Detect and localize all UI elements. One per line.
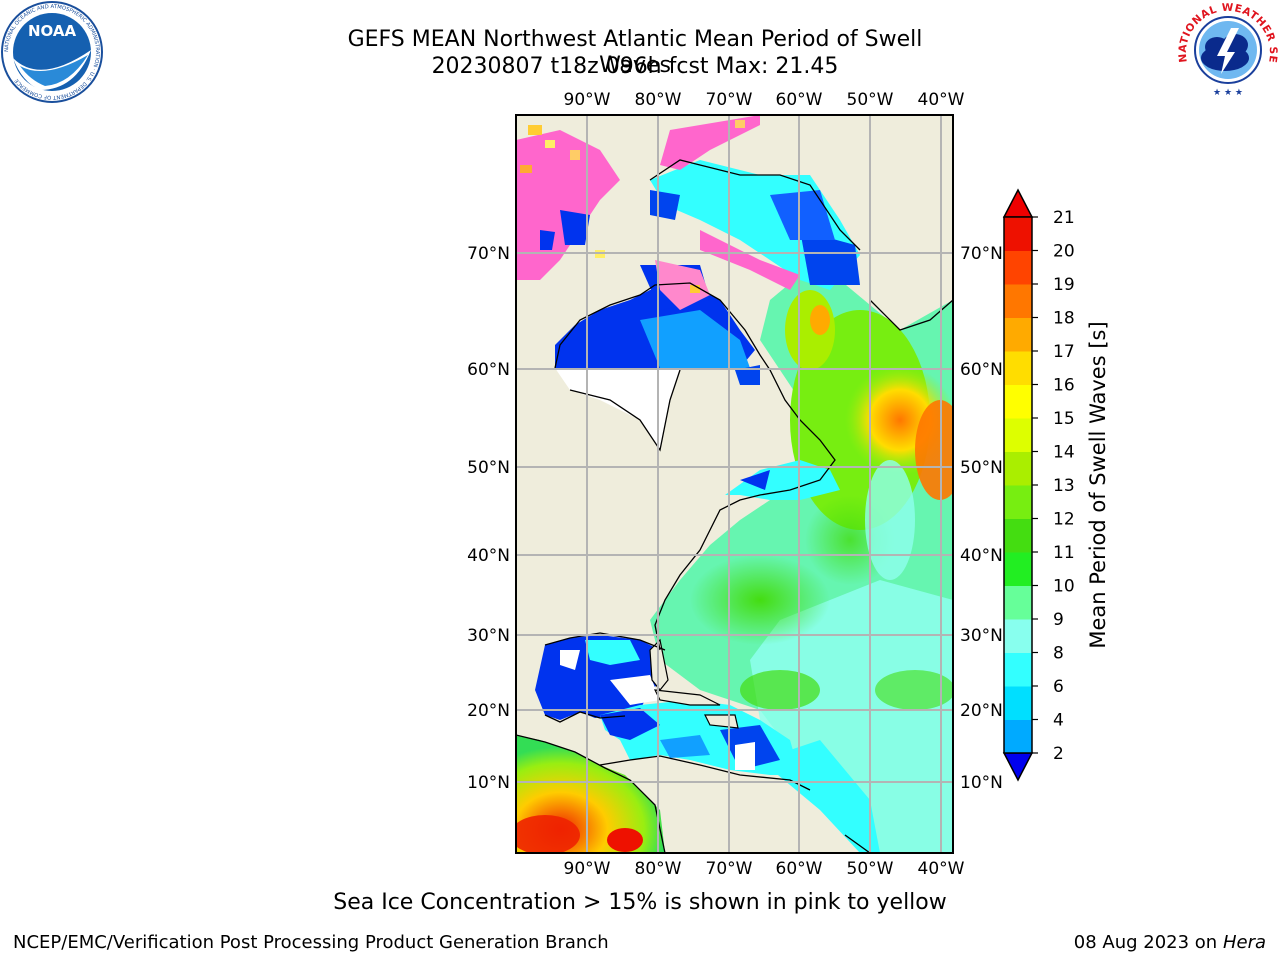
noaa-logo-text: NOAA (28, 22, 77, 40)
lon-label-bottom: 80°W (635, 859, 682, 879)
colorbar-tick-label: 8 (1053, 644, 1064, 664)
colorbar-title: Mean Period of Swell Waves [s] (1086, 321, 1110, 649)
lat-label-right: 10°N (960, 773, 1003, 793)
colorbar-tick-label: 12 (1053, 510, 1075, 530)
lon-label-top: 40°W (918, 90, 965, 110)
colorbar-tick-label: 13 (1053, 476, 1075, 496)
colorbar-tick-label: 16 (1053, 376, 1075, 396)
colorbar-bin (1004, 686, 1032, 720)
lat-label-left: 30°N (467, 626, 510, 646)
lon-label-top: 80°W (635, 90, 682, 110)
lon-label-top: 90°W (564, 90, 611, 110)
lon-label-top: 60°W (776, 90, 823, 110)
colorbar-bin (1004, 652, 1032, 687)
colorbar-bin (1004, 317, 1032, 352)
footer-date-text: 08 Aug 2023 on (1073, 932, 1218, 953)
colorbar-under-arrow (1002, 752, 1034, 782)
lat-label-left: 10°N (467, 773, 510, 793)
lon-label-top: 50°W (847, 90, 894, 110)
map-frame (515, 114, 954, 854)
colorbar-bin (1004, 351, 1032, 385)
colorbar-tick-label: 4 (1053, 711, 1064, 731)
lat-label-left: 40°N (467, 546, 510, 566)
sea-ice-note: Sea Ice Concentration > 15% is shown in … (333, 890, 947, 915)
lon-label-bottom: 90°W (564, 859, 611, 879)
colorbar-tick-label: 21 (1053, 208, 1075, 228)
colorbar-tick-label: 11 (1053, 543, 1075, 563)
lon-label-bottom: 60°W (776, 859, 823, 879)
colorbar-bin (1004, 485, 1032, 519)
colorbar-tick-label: 10 (1053, 577, 1075, 597)
colorbar-frame (1003, 216, 1033, 754)
map-subtitle: 20230807 t18z 096h fcst Max: 21.45 (431, 54, 839, 79)
colorbar: 2 4 6 8 9 10 11 12 13 14 15 16 17 18 19 20 21 (1002, 188, 1075, 782)
footer-date: 08 Aug 2023 on Hera (1074, 932, 1266, 953)
lat-label-right: 50°N (960, 458, 1003, 478)
sea-ice (516, 115, 800, 310)
footer-host: Hera (1222, 932, 1266, 953)
colorbar-bin (1004, 384, 1032, 419)
lat-label-right: 60°N (960, 360, 1003, 380)
colorbar-bin (1004, 418, 1032, 452)
lon-label-bottom: 50°W (847, 859, 894, 879)
map-title: GEFS MEAN Northwest Atlantic Mean Period… (347, 27, 923, 78)
colorbar-tick-label: 14 (1053, 443, 1075, 463)
colorbar-tick-label: 9 (1053, 610, 1064, 630)
noaa-logo: NOAA NATIONAL OCEANIC AND ATMOSPHERIC AD… (1, 1, 103, 103)
lon-label-bottom: 40°W (918, 859, 965, 879)
colorbar-tick-label: 6 (1053, 677, 1064, 697)
colorbar-bin (1004, 719, 1032, 754)
colorbar-tick-label: 19 (1053, 275, 1075, 295)
lat-label-right: 40°N (960, 546, 1003, 566)
colorbar-bin (1004, 518, 1032, 553)
colorbar-over-arrow (1002, 188, 1034, 218)
graticule (516, 115, 953, 853)
colorbar-bin (1004, 250, 1032, 285)
lat-label-left: 70°N (467, 244, 510, 264)
nws-logo: NATIONAL WEATHER SERVICE ★ ★ ★ (1177, 0, 1279, 98)
colorbar-bin (1004, 552, 1032, 586)
colorbar-tick-label: 2 (1053, 744, 1064, 764)
colorbar-tick-label: 18 (1053, 309, 1075, 329)
lat-label-left: 60°N (467, 360, 510, 380)
colorbar-tick-label: 15 (1053, 409, 1075, 429)
colorbar-bin (1004, 619, 1032, 653)
lat-label-right: 70°N (960, 244, 1003, 264)
svg-text:★ ★ ★: ★ ★ ★ (1213, 88, 1243, 98)
footer-credit: NCEP/EMC/Verification Post Processing Pr… (13, 932, 609, 953)
lat-label-left: 50°N (467, 458, 510, 478)
colorbar-tick-label: 20 (1053, 242, 1075, 262)
lat-label-right: 20°N (960, 701, 1003, 721)
colorbar-bin (1004, 217, 1032, 251)
lon-label-top: 70°W (706, 90, 753, 110)
colorbar-bin (1004, 284, 1032, 318)
lat-label-left: 20°N (467, 701, 510, 721)
lat-label-right: 30°N (960, 626, 1003, 646)
colorbar-bin (1004, 451, 1032, 486)
colorbar-tick-label: 17 (1053, 342, 1075, 362)
lon-label-bottom: 70°W (706, 859, 753, 879)
colorbar-bin (1004, 585, 1032, 620)
